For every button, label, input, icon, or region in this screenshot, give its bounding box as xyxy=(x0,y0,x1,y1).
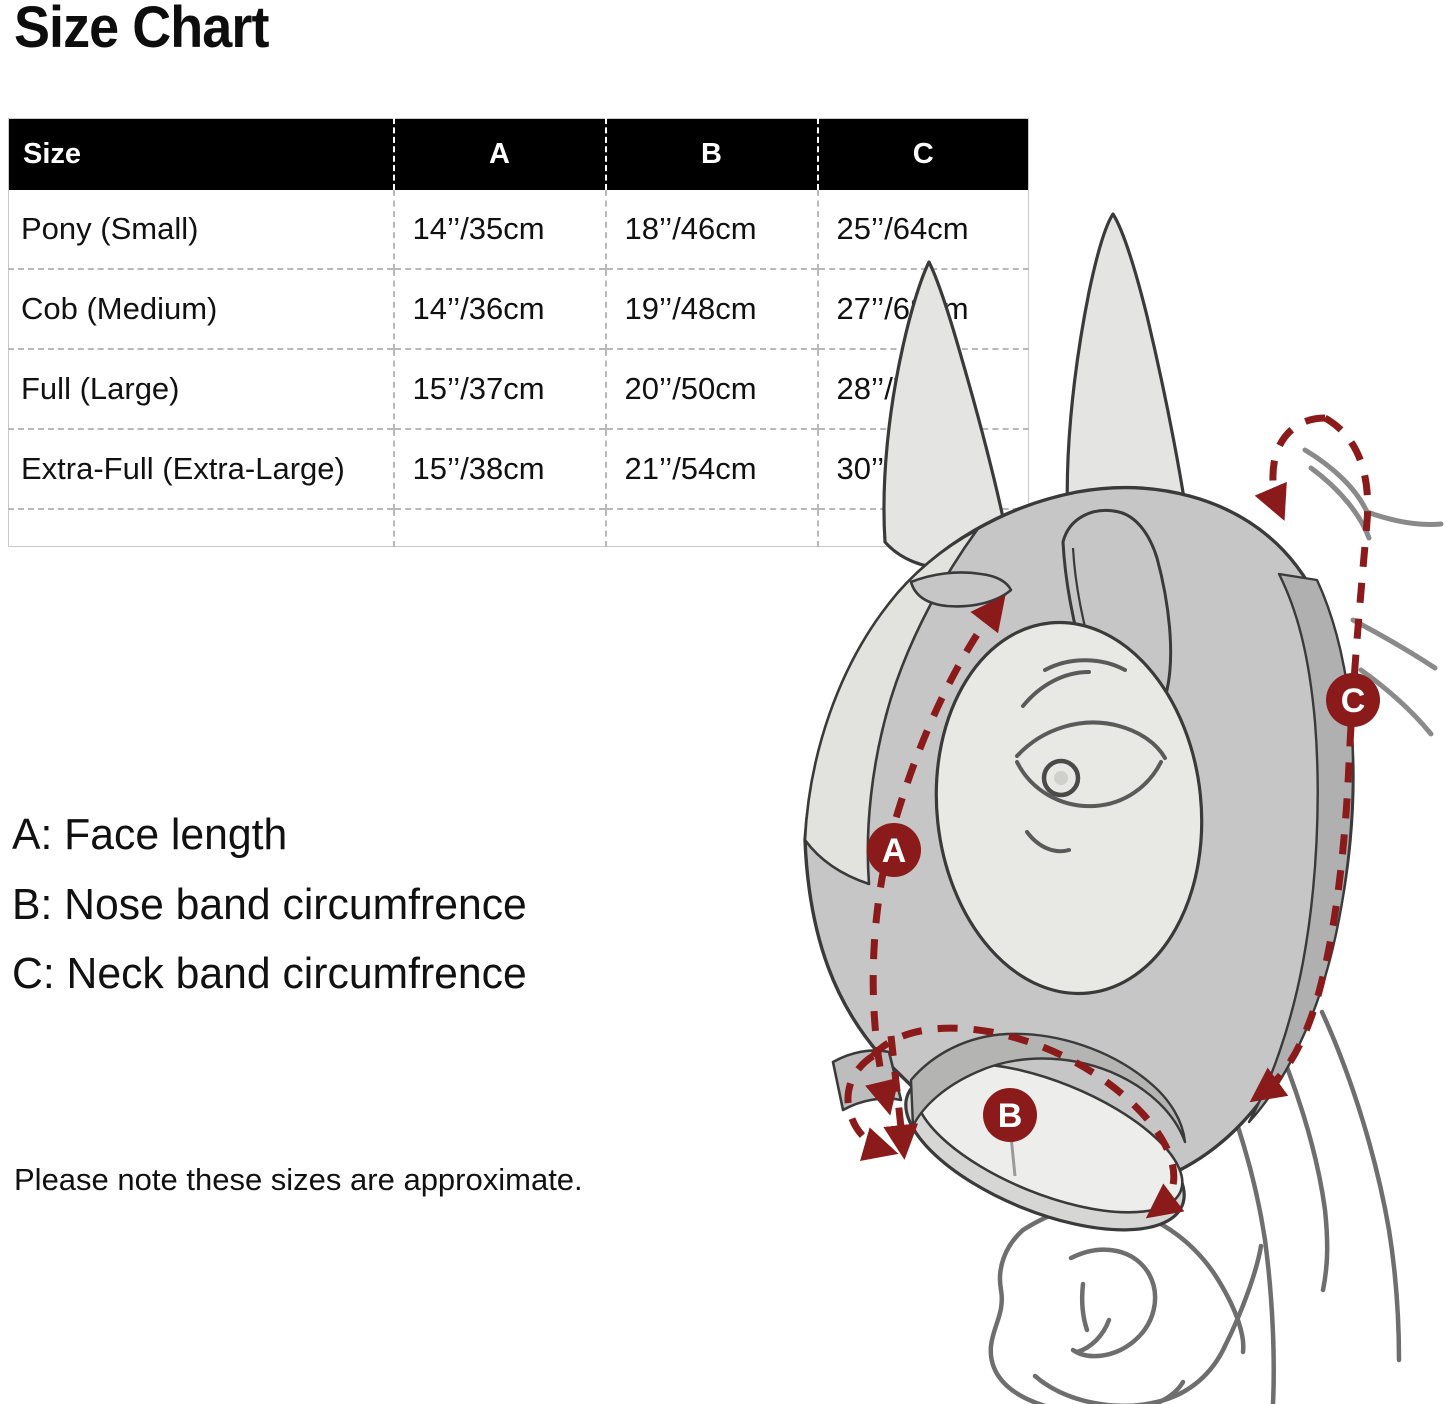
table-row: Cob (Medium) 14’’/36cm 19’’/48cm 27’’/68… xyxy=(8,268,1029,349)
table-header: Size A B C xyxy=(8,118,1029,190)
column-header-c: C xyxy=(817,118,1029,190)
cell-size: Full (Large) xyxy=(8,348,395,429)
measure-badge-a: A xyxy=(867,823,921,877)
measure-line-a xyxy=(865,594,1006,1116)
cell-size: Extra-Full (Extra-Large) xyxy=(8,428,395,509)
cell-a-measure: 14’’/35cm xyxy=(393,190,607,269)
cell-b-measure: 19’’/48cm xyxy=(605,268,819,349)
legend-item-b: B: Nose band circumfrence xyxy=(12,879,527,929)
column-header-a: A xyxy=(393,118,607,190)
cell-a-measure: 15’’/38cm xyxy=(393,428,607,509)
measure-badge-a-label: A xyxy=(882,832,907,870)
legend-item-a: A: Face length xyxy=(12,810,288,859)
table-header-row: Size A B C xyxy=(8,118,1029,190)
cell-size: Cob (Medium) xyxy=(8,268,395,349)
measurement-legend: A: Face length B: Nose band circumfrence… xyxy=(12,800,712,1009)
cell-size: Pony (Small) xyxy=(8,190,395,269)
measure-badge-b: B xyxy=(983,1088,1037,1142)
column-header-size: Size xyxy=(8,118,395,190)
cell-b-measure: 20’’/50cm xyxy=(605,348,819,429)
measure-line-c-tail xyxy=(1254,414,1326,521)
horse-fly-mask-illustration: A B C xyxy=(705,150,1445,1404)
cell-a-measure: 15’’/37cm xyxy=(393,348,607,429)
footnote-text: Please note these sizes are approximate. xyxy=(14,1162,583,1197)
cell-a-measure: 14’’/36cm xyxy=(393,268,607,349)
horse-head-outline xyxy=(988,992,1402,1404)
column-header-b: B xyxy=(605,118,819,190)
horse-eye xyxy=(1015,658,1167,854)
measure-line-c xyxy=(1249,414,1372,1103)
table-row: Pony (Small) 14’’/35cm 18’’/46cm 25’’/64… xyxy=(8,190,1029,269)
measurement-overlay xyxy=(844,414,1372,1219)
measure-badge-c: C xyxy=(1326,673,1380,727)
mask-neck-band xyxy=(1247,572,1355,1124)
measure-badge-b-label: B xyxy=(998,1097,1023,1135)
measure-badge-c-label: C xyxy=(1341,682,1366,720)
cell-c-measure: 25’’/64cm xyxy=(836,211,969,246)
table-row: Extra-Full (Extra-Large) 15’’/38cm 21’’/… xyxy=(8,428,1029,509)
cell-b-measure: 18’’/46cm xyxy=(605,190,819,269)
horse-eye-highlight xyxy=(1054,771,1068,785)
measure-line-b-cross xyxy=(883,1035,919,1160)
horse-mane xyxy=(1302,447,1444,737)
cell-b-measure: 21’’/54cm xyxy=(605,428,819,509)
legend-item-c: C: Neck band circumfrence xyxy=(12,949,527,999)
page-title: Size Chart xyxy=(14,0,269,60)
measure-line-b xyxy=(870,1024,1185,1219)
